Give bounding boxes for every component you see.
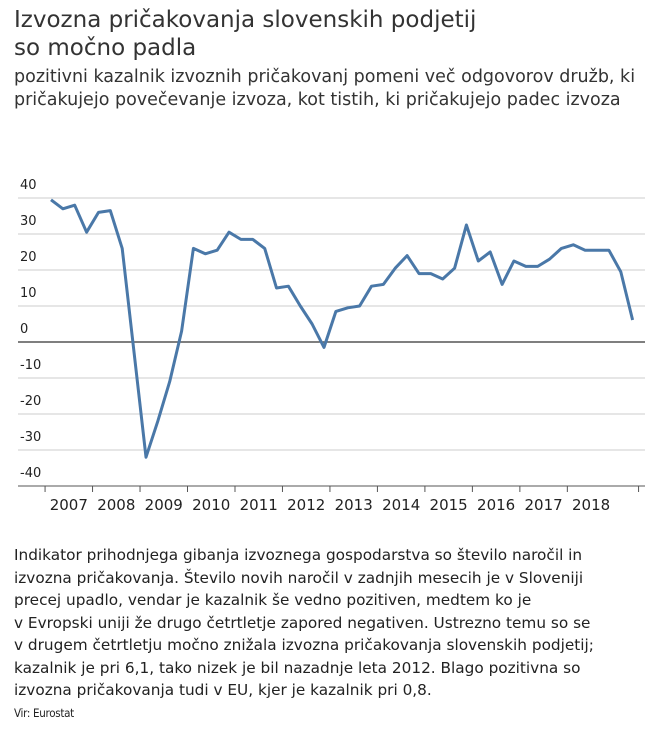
description-line: precej upadlo, vendar je kazalnik še ved…: [14, 591, 532, 609]
x-tick-label: 2011: [240, 496, 278, 514]
description-line: v Evropski uniji že drugo četrtletje zap…: [14, 613, 591, 632]
description-line: kazalnik je pri 6,1, tako nizek je bil n…: [14, 658, 581, 677]
x-tick-label: 2012: [287, 496, 325, 514]
x-tick-label: 2015: [430, 496, 468, 514]
data-line: [50, 198, 635, 459]
y-tick-label: 40: [20, 178, 37, 193]
y-tick-label: 10: [20, 286, 37, 301]
description-line: izvozna pričakovanja tudi v EU, kjer je …: [14, 681, 432, 699]
x-tick-label: 2013: [335, 496, 373, 514]
x-tick-label: 2007: [50, 496, 88, 514]
chart-title: Izvozna pričakovanja slovenskih podjetij…: [14, 7, 477, 61]
x-tick-label: 2010: [192, 496, 230, 514]
x-tick-label: 2009: [145, 496, 183, 514]
y-tick-label: 0: [20, 322, 28, 337]
description-line: v drugem četrtletju močno znižala izvozn…: [14, 636, 594, 654]
y-tick-label: -30: [20, 430, 41, 445]
chart-subtitle: pozitivni kazalnik izvoznih pričakovanj …: [14, 67, 636, 110]
y-tick-label: -40: [20, 466, 41, 481]
description-line: Indikator prihodnjega gibanja izvoznega …: [14, 546, 583, 564]
x-tick-label: 2018: [572, 496, 610, 514]
y-tick-label: 20: [20, 250, 37, 265]
y-tick-label: -20: [20, 394, 41, 409]
x-tick-label: 2014: [382, 496, 420, 514]
description-line: izvozna pričakovanja. Število novih naro…: [14, 568, 584, 587]
y-tick-label: 30: [20, 214, 37, 229]
x-tick-label: 2017: [525, 496, 563, 514]
y-tick-label: -10: [20, 358, 41, 373]
description: Indikator prihodnjega gibanja izvoznega …: [14, 544, 594, 702]
source: Vir: Eurostat: [14, 706, 74, 720]
x-tick-label: 2008: [97, 496, 135, 514]
x-tick-label: 2016: [477, 496, 515, 514]
